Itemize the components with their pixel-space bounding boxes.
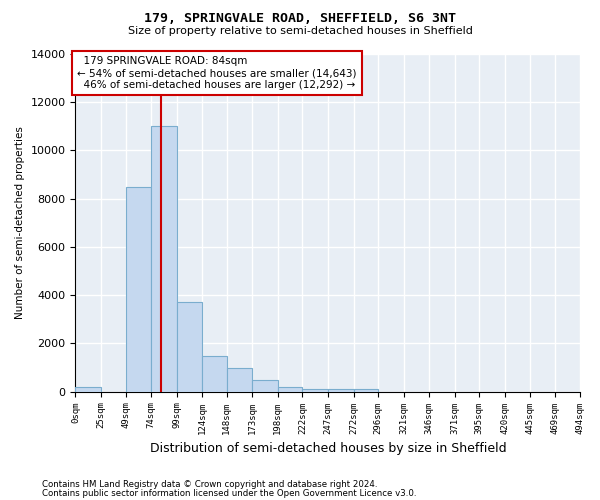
Text: 179 SPRINGVALE ROAD: 84sqm
← 54% of semi-detached houses are smaller (14,643)
  : 179 SPRINGVALE ROAD: 84sqm ← 54% of semi… [77,56,357,90]
Text: Size of property relative to semi-detached houses in Sheffield: Size of property relative to semi-detach… [128,26,472,36]
Text: Contains HM Land Registry data © Crown copyright and database right 2024.: Contains HM Land Registry data © Crown c… [42,480,377,489]
Bar [278,387,302,392]
Bar [252,380,278,392]
Bar [353,390,378,392]
Bar [176,302,202,392]
Bar [227,368,252,392]
X-axis label: Distribution of semi-detached houses by size in Sheffield: Distribution of semi-detached houses by … [149,442,506,455]
Text: Contains public sector information licensed under the Open Government Licence v3: Contains public sector information licen… [42,488,416,498]
Bar [125,186,151,392]
Bar [202,356,227,392]
Bar [302,390,328,392]
Y-axis label: Number of semi-detached properties: Number of semi-detached properties [15,126,25,320]
Text: 179, SPRINGVALE ROAD, SHEFFIELD, S6 3NT: 179, SPRINGVALE ROAD, SHEFFIELD, S6 3NT [144,12,456,26]
Bar [328,390,353,392]
Bar [76,387,101,392]
Bar [151,126,176,392]
